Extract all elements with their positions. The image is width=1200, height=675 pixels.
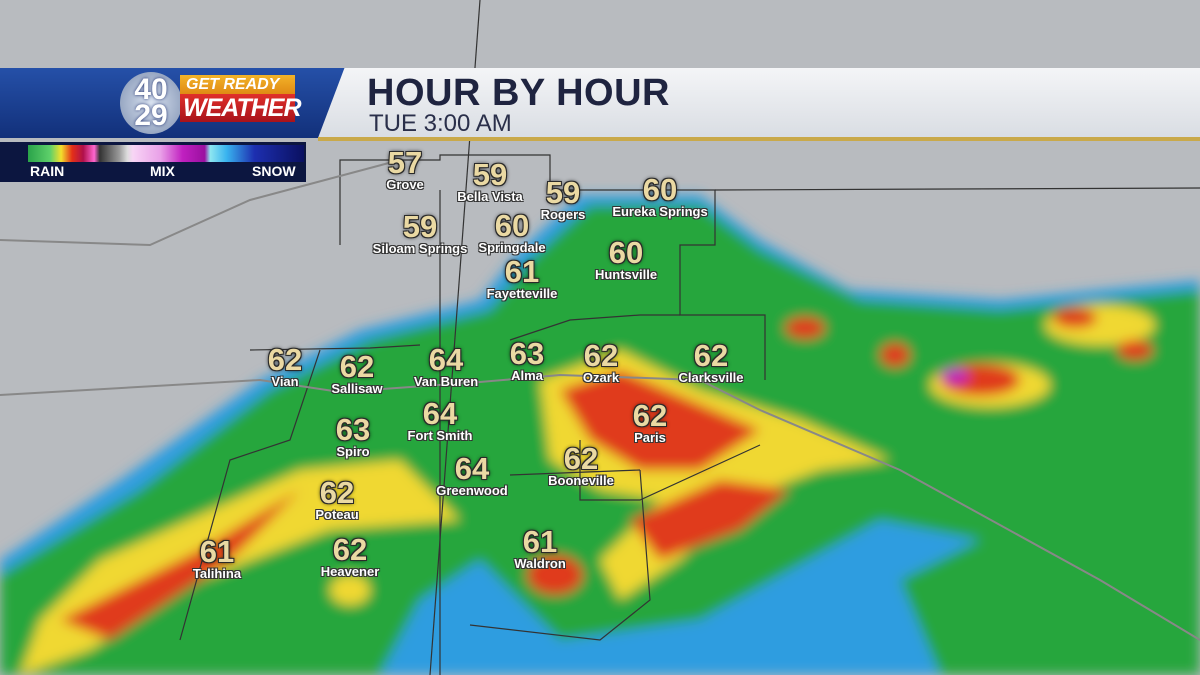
city-name: Alma xyxy=(511,368,543,383)
legend-color-bar xyxy=(28,145,304,162)
city-temperature: 60 xyxy=(608,235,644,270)
city-temperature: 62 xyxy=(339,349,375,384)
city-label: 61 Waldron xyxy=(514,524,566,571)
city-label: 62 Poteau xyxy=(315,475,359,522)
city-name: Fayetteville xyxy=(486,286,558,301)
city-temperature: 62 xyxy=(267,342,303,377)
city-name: Talihina xyxy=(192,566,242,581)
city-name: Siloam Springs xyxy=(372,241,468,256)
city-name: Van Buren xyxy=(413,374,479,389)
city-name: Waldron xyxy=(514,556,566,571)
forecast-time: TUE 3:00 AM xyxy=(369,110,512,137)
radar-echoes xyxy=(0,195,1200,675)
precip-legend: RAIN MIX SNOW xyxy=(0,142,306,182)
city-label: 63 Spiro xyxy=(335,412,371,459)
city-name: Fort Smith xyxy=(407,428,473,443)
city-temperature: 63 xyxy=(335,412,371,447)
city-label: 61 Fayetteville xyxy=(486,254,558,301)
city-temperature: 63 xyxy=(509,336,545,371)
city-name: Clarksville xyxy=(678,370,744,385)
city-label: 60 Springdale xyxy=(478,208,546,255)
city-label: 64 Van Buren xyxy=(413,342,479,389)
city-temperature: 61 xyxy=(522,524,558,559)
header-divider xyxy=(318,137,1200,141)
city-name: Spiro xyxy=(336,444,370,459)
logo-tagline-top: GET READY xyxy=(180,75,295,94)
city-name: Poteau xyxy=(315,507,359,522)
page-title: HOUR BY HOUR xyxy=(367,72,670,114)
city-label: 59 Siloam Springs xyxy=(372,209,468,256)
city-name: Paris xyxy=(634,430,666,445)
city-temperature: 62 xyxy=(583,338,619,373)
city-temperature: 60 xyxy=(642,172,678,207)
city-temperature: 62 xyxy=(693,338,729,373)
city-temperature: 59 xyxy=(472,157,508,192)
legend-label-rain: RAIN xyxy=(30,163,65,179)
city-label: 62 Ozark xyxy=(582,338,620,385)
city-name: Bella Vista xyxy=(457,189,523,204)
city-label: 62 Sallisaw xyxy=(331,349,383,396)
station-logo: 40 29 xyxy=(120,72,182,134)
city-label: 62 Paris xyxy=(632,398,668,445)
city-temperature: 62 xyxy=(332,532,368,567)
city-label: 64 Fort Smith xyxy=(407,396,473,443)
city-name: Rogers xyxy=(540,207,586,222)
highways xyxy=(0,159,1200,641)
city-name: Greenwood xyxy=(436,483,508,498)
city-name: Ozark xyxy=(582,370,620,385)
city-name: Eureka Springs xyxy=(612,204,708,219)
city-temperature: 60 xyxy=(494,208,530,243)
legend-label-snow: SNOW xyxy=(252,163,296,179)
legend-label-mix: MIX xyxy=(150,163,175,179)
city-temperature: 62 xyxy=(563,441,599,476)
county-borders xyxy=(179,0,1200,675)
city-temperature: 59 xyxy=(402,209,438,244)
city-temperature: 64 xyxy=(428,342,464,377)
city-name: Grove xyxy=(386,177,424,192)
city-name: Heavener xyxy=(320,564,380,579)
city-label: 60 Eureka Springs xyxy=(612,172,708,219)
city-name: Huntsville xyxy=(594,267,658,282)
city-temperature: 61 xyxy=(199,534,235,569)
city-label: 62 Booneville xyxy=(548,441,614,488)
city-label: 62 Vian xyxy=(267,342,303,389)
city-name: Vian xyxy=(271,374,299,389)
city-name: Springdale xyxy=(478,240,546,255)
city-label: 60 Huntsville xyxy=(594,235,658,282)
city-label: 62 Clarksville xyxy=(678,338,744,385)
city-label: 59 Bella Vista xyxy=(457,157,523,204)
city-label: 57 Grove xyxy=(386,145,424,192)
city-label: 61 Talihina xyxy=(192,534,242,581)
city-temperature: 61 xyxy=(504,254,540,289)
city-temperature: 62 xyxy=(632,398,668,433)
city-label: 63 Alma xyxy=(509,336,545,383)
city-temperature: 64 xyxy=(422,396,458,431)
city-temperature: 57 xyxy=(387,145,423,180)
city-label: 64 Greenwood xyxy=(436,451,508,498)
city-name: Booneville xyxy=(548,473,614,488)
city-name: Sallisaw xyxy=(331,381,383,396)
city-temperature: 64 xyxy=(454,451,490,486)
city-label: 62 Heavener xyxy=(320,532,380,579)
city-temperature: 59 xyxy=(545,175,581,210)
logo-tagline-bottom: WEATHER xyxy=(180,94,302,122)
city-temperature: 62 xyxy=(319,475,355,510)
city-label: 59 Rogers xyxy=(540,175,586,222)
header-title-panel xyxy=(318,68,1200,138)
